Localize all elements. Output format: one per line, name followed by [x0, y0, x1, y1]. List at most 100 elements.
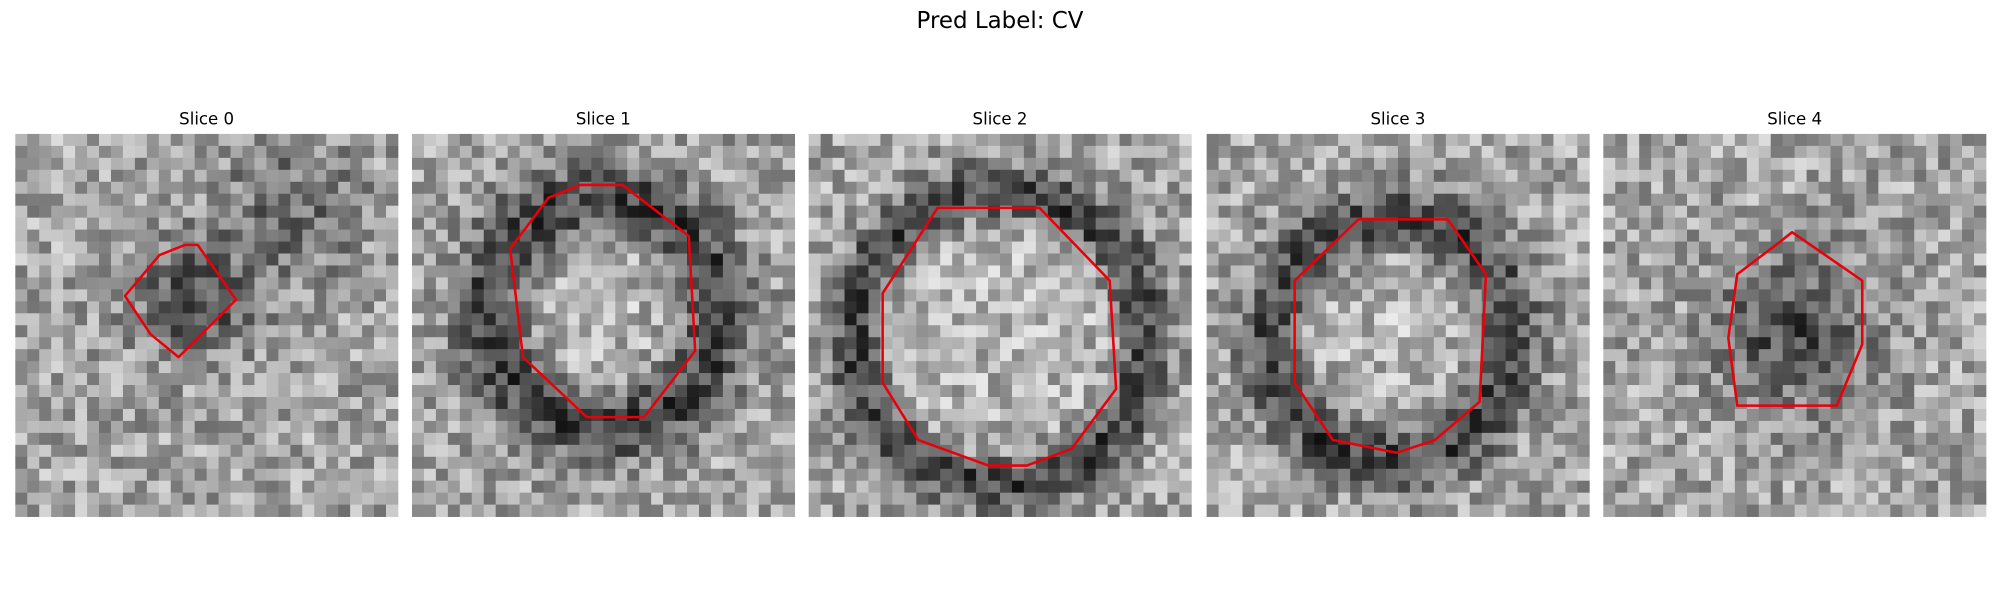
- pixel: [1639, 397, 1652, 410]
- pixel: [471, 492, 485, 506]
- pixel: [1457, 193, 1471, 207]
- pixel: [808, 193, 822, 207]
- pixel: [1770, 145, 1784, 159]
- pixel: [651, 229, 664, 242]
- pixel: [519, 145, 532, 159]
- pixel: [1071, 277, 1085, 290]
- pixel: [988, 373, 1001, 386]
- pixel: [1926, 181, 1939, 195]
- pixel: [1047, 289, 1061, 302]
- pixel: [567, 265, 580, 278]
- pixel: [326, 205, 339, 219]
- pixel: [579, 492, 592, 506]
- pixel: [1011, 373, 1025, 386]
- pixel: [374, 229, 387, 242]
- pixel: [1314, 145, 1327, 159]
- pixel: [1577, 157, 1590, 171]
- pixel: [411, 361, 425, 374]
- pixel: [1119, 301, 1132, 314]
- pixel: [134, 169, 148, 183]
- pixel: [820, 253, 833, 266]
- pixel: [1047, 337, 1061, 350]
- pixel: [710, 133, 724, 147]
- pixel: [1035, 265, 1049, 278]
- pixel: [567, 480, 580, 494]
- pixel: [880, 492, 893, 506]
- pixel: [1421, 157, 1435, 171]
- pixel: [844, 373, 857, 386]
- pixel: [591, 408, 604, 422]
- pixel: [1758, 181, 1772, 195]
- pixel: [1206, 444, 1219, 458]
- pixel: [1541, 361, 1554, 374]
- pixel: [507, 397, 520, 410]
- pixel: [1710, 456, 1724, 470]
- pixel: [1230, 504, 1243, 517]
- pixel: [1663, 229, 1676, 242]
- pixel: [1627, 432, 1640, 446]
- pixel: [206, 193, 219, 207]
- pixel: [1950, 325, 1963, 338]
- pixel: [411, 504, 425, 517]
- pixel: [1603, 361, 1616, 374]
- pixel: [832, 133, 845, 147]
- pixel: [411, 325, 425, 338]
- pixel: [663, 265, 676, 278]
- pixel: [122, 229, 136, 242]
- pixel: [591, 432, 604, 446]
- pixel: [1107, 205, 1120, 219]
- pixel: [567, 301, 580, 314]
- pixel: [1794, 253, 1807, 266]
- pixel: [1302, 456, 1315, 470]
- pixel: [39, 181, 52, 195]
- pixel: [1206, 420, 1219, 434]
- pixel: [722, 205, 736, 219]
- pixel: [75, 145, 88, 159]
- pixel: [278, 492, 291, 506]
- pixel: [1553, 492, 1566, 506]
- pixel: [698, 253, 712, 266]
- pixel: [206, 205, 219, 219]
- pixel: [988, 265, 1001, 278]
- pixel: [1663, 325, 1676, 338]
- pixel: [1902, 169, 1915, 183]
- pixel: [782, 253, 796, 266]
- pixel: [1830, 217, 1843, 230]
- pixel: [1675, 217, 1688, 230]
- pixel: [1505, 205, 1518, 219]
- pixel: [1505, 253, 1518, 266]
- pixel: [435, 325, 449, 338]
- pixel: [158, 253, 172, 266]
- pixel: [758, 349, 772, 362]
- pixel: [1167, 504, 1180, 517]
- pixel: [459, 157, 473, 171]
- pixel: [579, 325, 592, 338]
- pixel: [134, 337, 148, 350]
- pixel: [1854, 133, 1867, 147]
- contour: [123, 243, 238, 359]
- pixel: [51, 253, 64, 266]
- pixel: [615, 157, 628, 171]
- pixel: [1481, 181, 1495, 195]
- pixel: [423, 444, 437, 458]
- pixel: [254, 468, 267, 482]
- pixel: [435, 492, 449, 506]
- pixel: [1000, 432, 1013, 446]
- pixel: [374, 444, 387, 458]
- pixel: [1167, 133, 1180, 147]
- pixel: [206, 277, 219, 290]
- pixel: [880, 217, 893, 230]
- pixel: [1806, 397, 1819, 410]
- pixel: [99, 337, 112, 350]
- pixel: [615, 408, 628, 422]
- pixel: [1059, 349, 1073, 362]
- pixel: [1529, 301, 1542, 314]
- pixel: [1926, 408, 1939, 422]
- pixel: [519, 289, 532, 302]
- pixel: [218, 169, 231, 183]
- pixel: [1314, 325, 1327, 338]
- slice-image: [1603, 133, 1987, 517]
- pixel: [1266, 133, 1279, 147]
- pixel: [710, 241, 724, 254]
- pixel: [1035, 253, 1049, 266]
